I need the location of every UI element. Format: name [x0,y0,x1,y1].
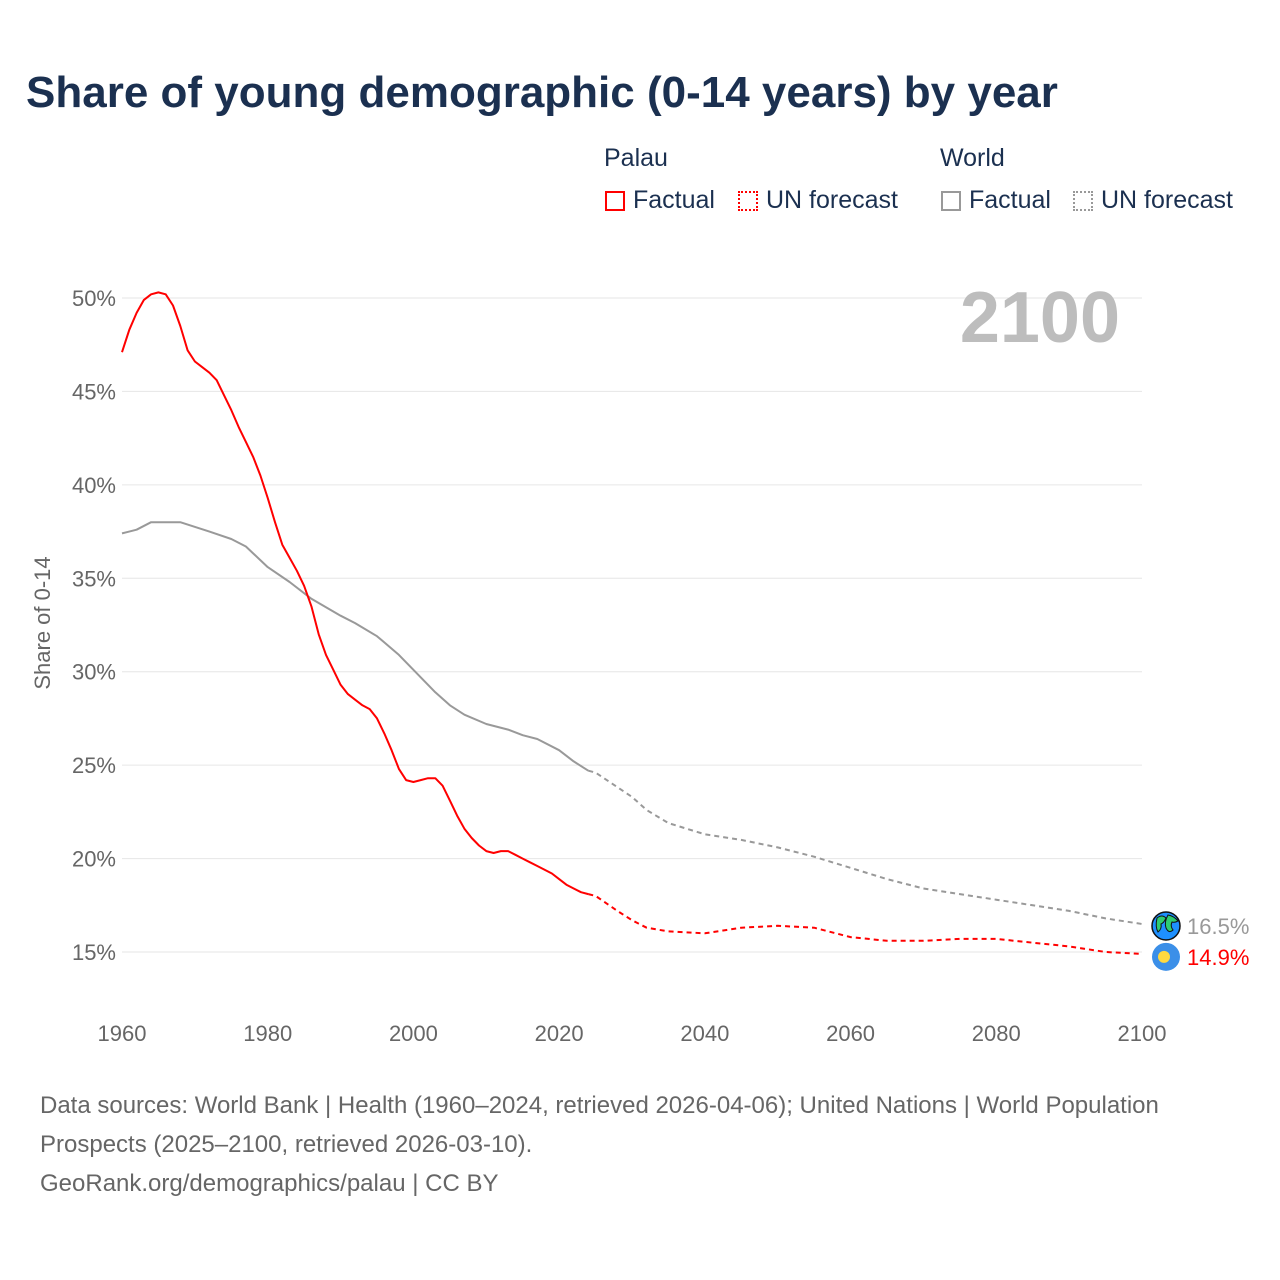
legend-group-world: World [940,144,1005,172]
y-tick-label: 45% [72,379,116,404]
chart-title: Share of young demographic (0-14 years) … [26,68,1058,117]
legend-palau-forecast[interactable]: UN forecast [738,186,898,215]
flag-moon [1158,950,1170,963]
legend-group-palau: Palau [604,144,668,172]
legend-world-factual[interactable]: Factual [941,186,1051,215]
x-tick-label: 1960 [98,1021,147,1046]
legend-label: UN forecast [1101,186,1233,214]
dotted-swatch-icon [1073,190,1093,211]
x-tick-label: 2040 [680,1021,729,1046]
end-label-world: 16.5% [1187,914,1249,939]
y-tick-label: 50% [72,286,116,311]
series-line-world-factual [121,521,589,772]
globe-land [1155,914,1179,933]
y-tick-label: 15% [72,940,116,965]
year-watermark: 2100 [960,278,1120,358]
series-line-palau-factual [121,291,589,896]
y-tick-label: 35% [72,566,116,591]
series-line-world-un-forecast [588,769,1143,925]
series-line-palau-un-forecast [588,893,1143,955]
legend-label: UN forecast [766,186,898,214]
y-tick-label: 20% [72,847,116,872]
footer-sources: Data sources: World Bank | Health (1960–… [40,1092,1159,1158]
y-tick-label: 25% [72,753,116,778]
legend-palau-factual[interactable]: Factual [605,186,715,215]
y-axis-label: Share of 0-14 [30,556,55,689]
y-tick-label: 40% [72,473,116,498]
y-tick-label: 30% [72,660,116,685]
legend-world-forecast[interactable]: UN forecast [1073,186,1233,215]
x-tick-label: 2080 [972,1021,1021,1046]
x-tick-label: 2000 [389,1021,438,1046]
line-chart: 15% 20% 25% 30% 35% 40% 45% 50% 1960 1980 2000 2020… [30,278,1249,1046]
x-tick-label: 2020 [535,1021,584,1046]
legend-label: Factual [633,186,715,214]
x-tick-label: 2100 [1118,1021,1167,1046]
dotted-swatch-icon [738,190,758,211]
palau-flag-icon [1152,942,1180,971]
legend-label: Factual [969,186,1051,214]
solid-swatch-icon [605,190,625,211]
end-label-palau: 14.9% [1187,945,1249,970]
globe-icon [1151,911,1181,941]
x-tick-label: 1980 [243,1021,292,1046]
x-tick-label: 2060 [826,1021,875,1046]
footer-credit[interactable]: GeoRank.org/demographics/palau | CC BY [40,1170,499,1197]
solid-swatch-icon [941,190,961,211]
